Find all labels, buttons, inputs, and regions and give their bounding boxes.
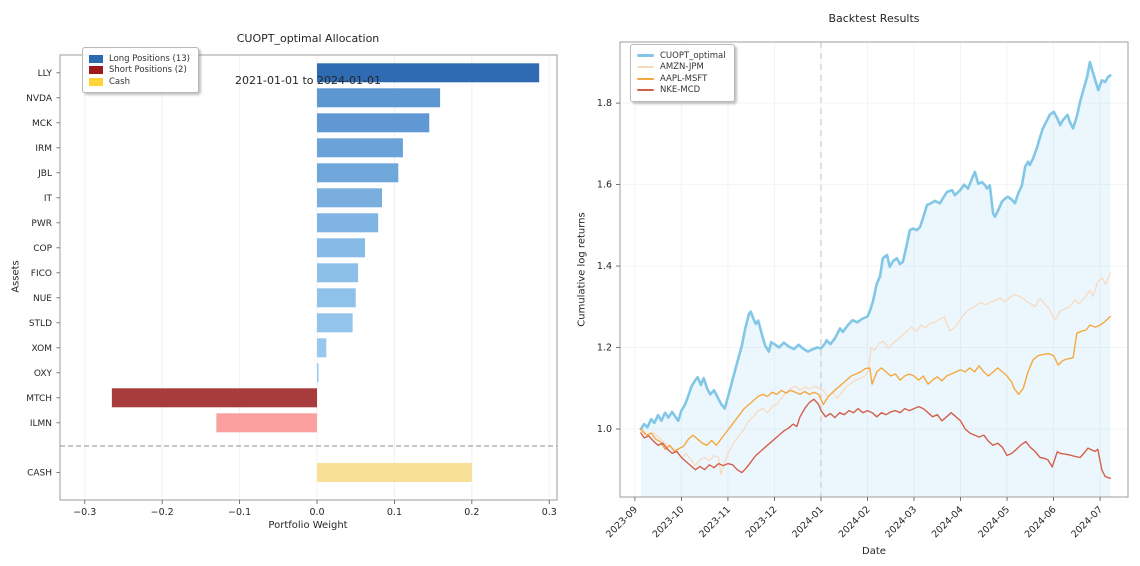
ytick-label-JBL: JBL	[37, 169, 52, 179]
bar-IRM	[317, 138, 403, 158]
bar-NUE	[317, 288, 356, 308]
xtick-label: −0.1	[228, 507, 251, 518]
ytick-label-MTCH: MTCH	[26, 394, 52, 404]
xtick-label: 0.0	[309, 507, 324, 518]
xtick-label: −0.2	[151, 507, 174, 518]
ytick-label-STLD: STLD	[29, 319, 52, 329]
legend-color-patch	[89, 54, 103, 63]
series-line-AMZN-JPM	[640, 272, 1111, 476]
backtest-title: Backtest Results	[828, 12, 920, 25]
ytick-label-IRM: IRM	[35, 144, 52, 154]
legend-line-swatch	[637, 89, 654, 91]
bar-OXY	[317, 363, 319, 383]
backtest-xtick-label: 2024-03	[883, 504, 919, 540]
ytick-label-NVDA: NVDA	[26, 94, 53, 104]
allocation-ylabel: Assets	[10, 260, 22, 293]
xtick-label: 0.1	[387, 507, 402, 518]
bar-JBL	[317, 163, 399, 183]
backtest-xtick-label: 2024-01	[790, 504, 826, 540]
legend-color-patch	[89, 77, 103, 86]
legend-label: Cash	[109, 76, 130, 87]
legend-line-swatch	[637, 54, 654, 57]
backtest-xtick-label: 2023-10	[651, 504, 687, 540]
backtest-xtick-label: 2023-12	[744, 504, 780, 540]
xtick-label: 0.2	[464, 507, 479, 518]
legend-label: NKE-MCD	[660, 85, 701, 95]
bar-IT	[317, 188, 383, 208]
bar-MCK	[317, 113, 430, 133]
bar-COP	[317, 238, 366, 258]
allocation-legend: Long Positions (13) Short Positions (2) Ca…	[82, 47, 199, 93]
legend-color-patch	[89, 66, 103, 74]
area-fill-CUOPT_optimal	[640, 62, 1111, 497]
allocation-title: CUOPT_optimal Allocation 2021-01-01 to 2…	[128, 4, 488, 116]
ytick-label-COP: COP	[33, 244, 52, 254]
backtest-ytick-label: 1.2	[597, 343, 612, 354]
legend-label: AAPL-MSFT	[660, 73, 708, 84]
legend-entry-Short-Positions-2-: Short Positions (2)	[89, 65, 190, 75]
bar-NVDA	[317, 88, 441, 108]
ytick-label-IT: IT	[44, 194, 53, 204]
bar-XOM	[317, 338, 327, 358]
allocation-xlabel: Portfolio Weight	[268, 520, 348, 531]
legend-entry-NKE-MCD: NKE-MCD	[637, 85, 726, 95]
backtest-xtick-label: 2024-05	[976, 504, 1012, 540]
legend-label: Short Positions (2)	[109, 65, 187, 75]
legend-line-swatch	[637, 77, 654, 80]
series-line-NKE-MCD	[640, 398, 1112, 479]
xtick-label: −0.3	[73, 507, 96, 518]
backtest-xtick-label: 2024-04	[930, 504, 966, 540]
backtest-xtick-label: 2024-06	[1023, 504, 1059, 540]
backtest-ytick-label: 1.8	[597, 98, 612, 109]
ytick-label-MCK: MCK	[32, 119, 53, 129]
backtest-ytick-label: 1.6	[597, 180, 612, 191]
series-line-CUOPT_optimal	[639, 60, 1112, 431]
bar-PWR	[317, 213, 379, 233]
ytick-label-ILMN: ILMN	[30, 419, 52, 429]
series-line-AAPL-MSFT	[640, 315, 1112, 453]
bar-CASH	[317, 463, 472, 482]
allocation-spines	[59, 54, 558, 501]
bar-FICO	[317, 263, 359, 283]
ytick-label-OXY: OXY	[34, 369, 53, 379]
ytick-label-CASH: CASH	[27, 469, 52, 479]
legend-entry-Long-Positions-13-: Long Positions (13)	[89, 54, 190, 64]
allocation-title-line1: CUOPT_optimal Allocation	[236, 32, 380, 45]
bar-ILMN	[216, 413, 318, 433]
allocation-title-line2: 2021-01-01 to 2024-01-01	[235, 74, 381, 87]
legend-label: Long Positions (13)	[109, 53, 190, 64]
legend-entry-AAPL-MSFT: AAPL-MSFT	[637, 74, 726, 84]
legend-label: AMZN-JPM	[660, 62, 704, 72]
bar-LLY	[317, 63, 540, 83]
legend-entry-CUOPT_optimal: CUOPT_optimal	[637, 51, 726, 61]
backtest-xtick-label: 2023-09	[604, 504, 640, 540]
allocation-plot: LLY NVDA MCK IRM JBL IT PWR COP FICO NUE STLD XOM OX…	[26, 54, 558, 518]
backtest-legend: CUOPT_optimal AMZN-JPM AAPL-MSFT NKE-MCD	[630, 44, 735, 102]
bar-MTCH	[111, 388, 318, 408]
xtick-label: 0.3	[542, 507, 557, 518]
legend-entry-AMZN-JPM: AMZN-JPM	[637, 62, 726, 72]
backtest-xlabel: Date	[862, 546, 886, 557]
legend-label: CUOPT_optimal	[660, 50, 726, 61]
legend-entry-Cash: Cash	[89, 77, 190, 87]
bar-STLD	[317, 313, 353, 333]
backtest-xtick-label: 2024-07	[1069, 504, 1105, 540]
ytick-label-LLY: LLY	[38, 69, 53, 79]
ytick-label-PWR: PWR	[31, 219, 52, 229]
backtest-spines	[619, 41, 1129, 498]
ytick-label-NUE: NUE	[33, 294, 52, 304]
backtest-xtick-label: 2024-02	[837, 504, 873, 540]
backtest-ylabel: Cumulative log returns	[576, 212, 588, 327]
backtest-ytick-label: 1.4	[597, 261, 612, 272]
ytick-label-FICO: FICO	[31, 269, 52, 279]
backtest-xtick-label: 2023-11	[697, 504, 733, 540]
backtest-plot: 1.0 1.2 1.4 1.6 1.8 2023-09 2023-10 2023-11 2023…	[597, 41, 1129, 540]
backtest-ytick-label: 1.0	[597, 424, 612, 435]
ytick-label-XOM: XOM	[32, 344, 52, 354]
legend-line-swatch	[637, 66, 654, 68]
